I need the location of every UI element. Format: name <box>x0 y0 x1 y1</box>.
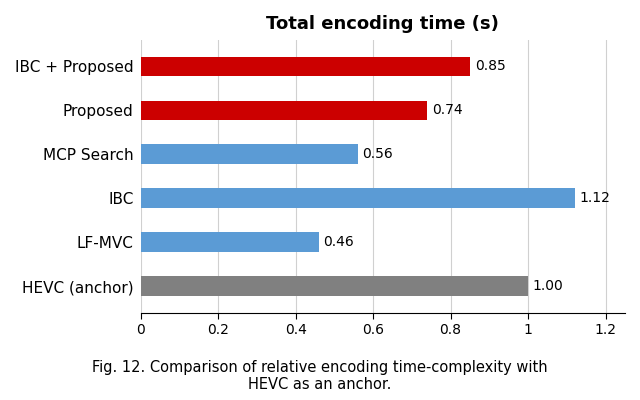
Bar <box>141 100 428 120</box>
Text: 1.12: 1.12 <box>579 191 610 205</box>
Bar <box>141 188 575 208</box>
Bar <box>141 56 470 76</box>
Text: 0.74: 0.74 <box>432 104 463 118</box>
Bar <box>141 276 528 296</box>
Text: 0.85: 0.85 <box>475 60 506 74</box>
Bar <box>141 232 319 252</box>
Text: 0.46: 0.46 <box>323 235 355 249</box>
Text: 1.00: 1.00 <box>532 279 563 293</box>
Bar <box>141 144 358 164</box>
Title: Total encoding time (s): Total encoding time (s) <box>266 15 499 33</box>
Text: Fig. 12. Comparison of relative encoding time-complexity with
HEVC as an anchor.: Fig. 12. Comparison of relative encoding… <box>92 360 548 392</box>
Text: 0.56: 0.56 <box>362 147 393 161</box>
